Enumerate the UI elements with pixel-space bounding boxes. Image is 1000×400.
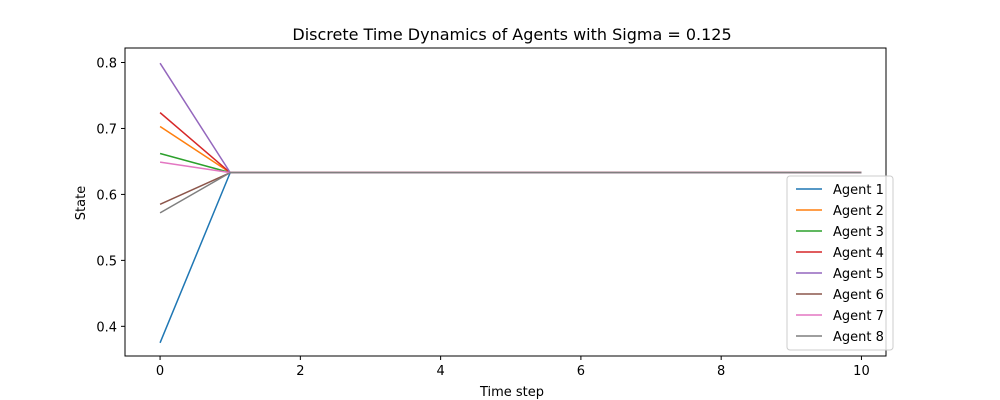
- x-axis-ticks: 0 2 4 6 8 10: [156, 356, 870, 379]
- legend-frame: [786, 175, 894, 351]
- series-line-agent-7: [159, 161, 862, 174]
- series-line-agent-1: [159, 171, 862, 344]
- legend: Agent 1 Agent 2 Agent 3 Agent 4 Agent 5 Agent…: [786, 175, 894, 351]
- x-tick-label: 0: [156, 364, 164, 379]
- legend-items: Agent 1 Agent 2 Agent 3 Agent 4 Agent 5 Agent…: [796, 183, 884, 345]
- plot-frame: [124, 47, 887, 357]
- y-tick-label: 0.8: [96, 57, 117, 72]
- legend-label-agent-6: Agent 6: [833, 288, 884, 303]
- series-line-agent-6: [159, 171, 862, 205]
- series-line-agent-4: [159, 112, 862, 174]
- y-tick-label: 0.4: [96, 320, 117, 335]
- series-line-agent-5: [159, 62, 862, 174]
- legend-label-agent-2: Agent 2: [833, 204, 884, 219]
- x-tick-label: 6: [577, 364, 585, 379]
- legend-label-agent-3: Agent 3: [833, 225, 884, 240]
- x-axis-label: Time step: [479, 385, 544, 400]
- y-tick-label: 0.7: [96, 122, 117, 137]
- x-tick-label: 4: [436, 364, 444, 379]
- y-tick-label: 0.6: [96, 188, 117, 203]
- y-tick-label: 0.5: [96, 254, 117, 269]
- plot-lines: [159, 62, 862, 344]
- series-line-agent-3: [159, 152, 862, 174]
- x-tick-label: 10: [853, 364, 870, 379]
- legend-label-agent-8: Agent 8: [833, 330, 884, 345]
- series-line-agent-2: [159, 125, 862, 174]
- legend-label-agent-1: Agent 1: [833, 183, 884, 198]
- y-axis-label: State: [74, 186, 89, 220]
- legend-label-agent-7: Agent 7: [833, 309, 884, 324]
- chart-title: Discrete Time Dynamics of Agents with Si…: [292, 25, 731, 44]
- legend-label-agent-5: Agent 5: [833, 267, 884, 282]
- series-line-agent-8: [159, 171, 862, 214]
- x-tick-label: 8: [717, 364, 725, 379]
- x-tick-label: 2: [296, 364, 304, 379]
- y-axis-ticks: 0.4 0.5 0.6 0.7 0.8: [96, 57, 125, 335]
- legend-label-agent-4: Agent 4: [833, 246, 884, 261]
